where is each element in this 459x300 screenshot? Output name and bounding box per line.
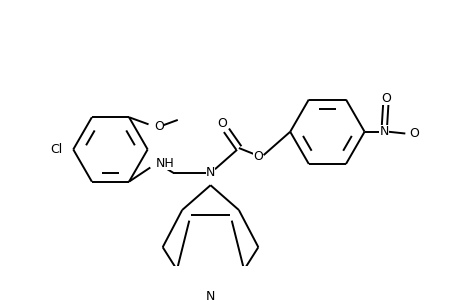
Text: Cl: Cl (50, 143, 62, 156)
Text: N: N (205, 290, 215, 300)
Text: N: N (379, 125, 388, 138)
Text: NH: NH (155, 158, 174, 170)
Text: N: N (205, 166, 215, 179)
Text: O: O (153, 120, 163, 133)
Text: O: O (253, 150, 263, 164)
Text: O: O (408, 127, 418, 140)
Text: O: O (380, 92, 390, 105)
Text: O: O (217, 117, 226, 130)
